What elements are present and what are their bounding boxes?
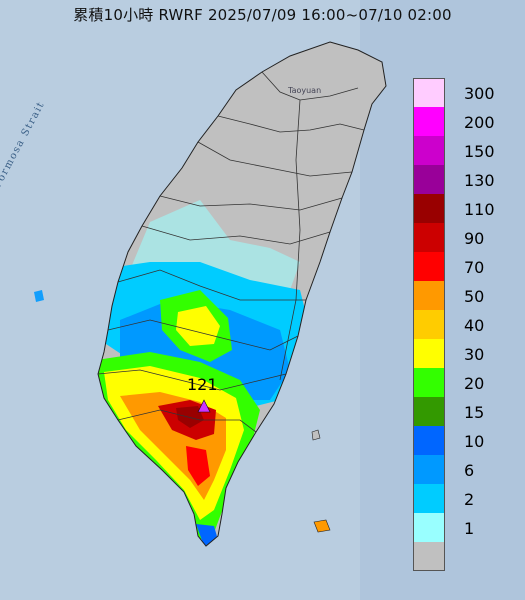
legend-swatch	[413, 78, 445, 107]
rain-area-north-light	[130, 200, 300, 290]
legend-swatch	[413, 368, 445, 397]
legend-row: 10	[412, 426, 512, 455]
legend-row: 30	[412, 339, 512, 368]
legend-row: 300	[412, 78, 512, 107]
legend-label: 1	[464, 519, 475, 538]
legend-row: 150	[412, 136, 512, 165]
legend-row: 2	[412, 484, 512, 513]
legend-swatch	[413, 136, 445, 165]
orchid-island	[313, 519, 331, 533]
legend-swatch	[413, 281, 445, 310]
legend-row: 200	[412, 107, 512, 136]
legend-swatch	[413, 484, 445, 513]
legend-row: 70	[412, 252, 512, 281]
legend-label: 110	[464, 200, 495, 219]
legend-row	[412, 542, 512, 571]
legend-row: 130	[412, 165, 512, 194]
legend-row: 6	[412, 455, 512, 484]
rain-area-darkred-peak	[176, 406, 204, 428]
legend-label: 150	[464, 142, 495, 161]
legend-label: 2	[464, 490, 475, 509]
legend-swatch	[413, 542, 445, 571]
legend-swatch	[413, 107, 445, 136]
rainfall-field	[98, 200, 310, 546]
legend-swatch	[413, 165, 445, 194]
legend-swatch	[413, 455, 445, 484]
legend-label: 300	[464, 84, 495, 103]
legend-row: 15	[412, 397, 512, 426]
legend-row: 90	[412, 223, 512, 252]
legend-label: 30	[464, 345, 485, 364]
legend-label: 6	[464, 461, 475, 480]
penghu-islands	[34, 290, 44, 302]
legend-label: 40	[464, 316, 485, 335]
legend-label: 50	[464, 287, 485, 306]
legend-label: 200	[464, 113, 495, 132]
legend-label: 70	[464, 258, 485, 277]
legend-swatch	[413, 397, 445, 426]
legend-row: 1	[412, 513, 512, 542]
peak-marker-icon	[197, 399, 211, 413]
map-title: 累積10小時 RWRF 2025/07/09 16:00~07/10 02:00	[73, 6, 452, 24]
legend-swatch	[413, 513, 445, 542]
legend-row: 110	[412, 194, 512, 223]
legend-swatch	[413, 426, 445, 455]
county-boundaries	[97, 71, 365, 433]
taiwan-coastline	[97, 41, 387, 547]
legend-swatch	[413, 252, 445, 281]
green-island	[311, 429, 321, 441]
legend-label: 130	[464, 171, 495, 190]
legend-row: 40	[412, 310, 512, 339]
legend-label: 15	[464, 403, 485, 422]
rainfall-legend: 300 200 150 130 110 90 70 50 40 30 20 15 10 6 2 1	[412, 78, 512, 571]
legend-swatch	[413, 194, 445, 223]
legend-swatch	[413, 339, 445, 368]
legend-label: 10	[464, 432, 485, 451]
legend-swatch	[413, 223, 445, 252]
city-label: Taoyuan	[288, 86, 322, 95]
rain-area-yellow-central	[176, 306, 220, 346]
legend-row: 20	[412, 368, 512, 397]
legend-label: 20	[464, 374, 485, 393]
rain-area-red-south	[186, 446, 210, 486]
legend-row: 50	[412, 281, 512, 310]
legend-swatch	[413, 310, 445, 339]
legend-label: 90	[464, 229, 485, 248]
peak-value-label: 121	[187, 375, 218, 394]
